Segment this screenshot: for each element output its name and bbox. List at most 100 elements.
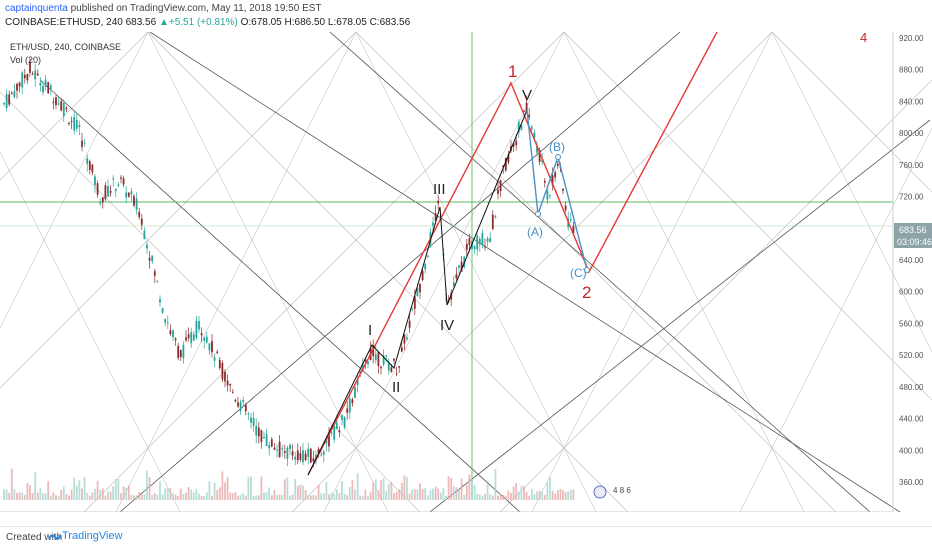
volume-bar — [16, 492, 18, 500]
candle — [289, 444, 291, 450]
wave-B-label: (B) — [549, 140, 565, 154]
volume-bar — [356, 473, 359, 500]
candle — [216, 351, 219, 353]
volume-bar — [70, 489, 73, 500]
candle — [325, 439, 328, 444]
candle — [26, 74, 29, 81]
candle — [515, 140, 518, 145]
candle — [294, 456, 297, 460]
volume-bar — [172, 493, 174, 500]
volume-bar — [265, 492, 268, 500]
candle — [533, 132, 536, 138]
candle — [39, 82, 42, 86]
volume-bar — [432, 488, 434, 500]
volume-bar — [460, 478, 463, 500]
candle — [530, 126, 533, 130]
candle — [177, 345, 180, 358]
volume-bar — [478, 494, 481, 500]
candle — [16, 83, 18, 91]
candle — [481, 232, 484, 246]
candle — [494, 216, 497, 218]
candle — [257, 427, 260, 437]
candle — [234, 399, 237, 402]
volume-bar — [546, 482, 549, 500]
volume-bar — [218, 487, 221, 500]
volume-bar — [177, 495, 180, 500]
volume-bar — [520, 485, 523, 500]
candle — [10, 92, 13, 94]
candle — [57, 103, 60, 105]
candle — [70, 120, 73, 122]
volume-bar — [211, 495, 213, 500]
events-icon[interactable]: 4 8 6 — [593, 485, 631, 499]
candle — [265, 434, 268, 447]
volume-bar — [372, 482, 375, 500]
volume-bar — [156, 494, 159, 500]
volume-bar — [309, 495, 312, 500]
volume-bar — [44, 493, 47, 500]
candle — [452, 282, 455, 287]
candle — [458, 265, 460, 268]
wave-A-marker — [535, 211, 541, 217]
candle — [411, 308, 414, 310]
wave-III-label: III — [433, 181, 446, 198]
candle — [455, 274, 458, 279]
wave-A-label: (A) — [527, 225, 543, 239]
price-tick-label: 400.00 — [899, 446, 924, 455]
wave-C-marker — [584, 267, 590, 273]
volume-bar — [572, 489, 575, 500]
candle — [114, 189, 117, 192]
candle — [421, 270, 424, 280]
volume-bar — [434, 486, 437, 500]
volume-bar — [515, 483, 518, 500]
volume-bar — [135, 495, 138, 500]
candle — [109, 190, 112, 193]
candle — [387, 362, 390, 371]
grid-line — [563, 32, 932, 401]
volume-bar — [421, 488, 424, 500]
volume-bar — [367, 495, 369, 500]
volume-bar — [130, 494, 133, 500]
volume-bar — [447, 476, 450, 500]
volume-bar — [86, 492, 89, 500]
author-link[interactable]: captainquenta — [5, 3, 68, 14]
tradingview-link[interactable]: TradingView — [62, 530, 123, 542]
candle — [390, 367, 393, 373]
grid-line — [771, 32, 932, 353]
volume-bar — [94, 488, 96, 500]
volume-bar — [252, 495, 255, 500]
volume-bar — [143, 494, 146, 500]
grid-line — [355, 32, 837, 512]
volume-bar — [400, 482, 403, 500]
volume-bar — [341, 481, 343, 500]
volume-bar — [424, 487, 427, 500]
volume-bar — [359, 495, 362, 500]
volume-bar — [140, 494, 143, 500]
candle — [465, 243, 468, 250]
volume-bar — [294, 478, 297, 500]
candle — [36, 73, 39, 76]
volume-bar — [494, 469, 497, 500]
volume-bar — [406, 477, 408, 500]
candle — [213, 357, 216, 361]
candle — [49, 85, 52, 89]
countdown-badge: 03:09:46 — [894, 236, 932, 248]
grid-line — [531, 32, 773, 512]
grid-line — [149, 32, 901, 512]
volume-bar — [226, 477, 229, 500]
candle — [187, 334, 190, 339]
volume-bar — [164, 488, 167, 500]
price-chart[interactable]: 920.00880.00840.00800.00760.00720.00680.… — [0, 32, 932, 512]
price-tick-label: 520.00 — [899, 351, 924, 360]
volume-bar — [411, 489, 414, 500]
volume-bar — [5, 489, 8, 500]
volume-bar — [380, 480, 382, 500]
wave-count-red-line — [307, 32, 718, 476]
candle — [198, 321, 200, 330]
volume-bar — [489, 494, 492, 500]
candle — [364, 358, 367, 362]
volume-bar — [81, 488, 83, 500]
candle — [393, 358, 395, 361]
candle — [569, 219, 572, 221]
volume-bar — [239, 494, 242, 500]
